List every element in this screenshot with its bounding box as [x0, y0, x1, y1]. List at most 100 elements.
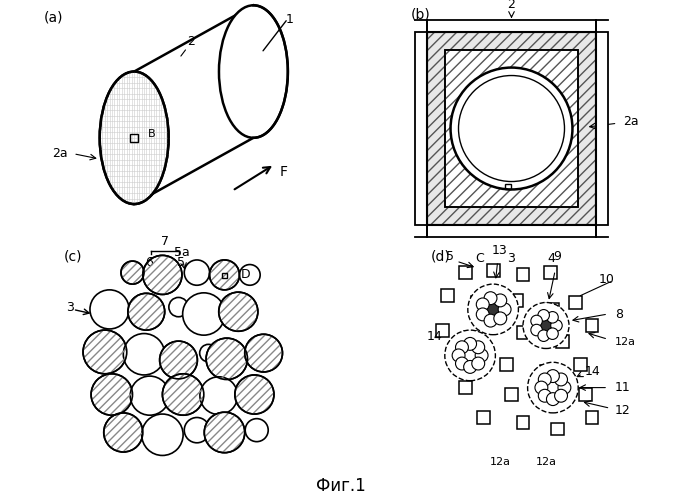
Bar	[427, 32, 596, 225]
Text: D: D	[241, 268, 250, 281]
Circle shape	[452, 349, 465, 362]
Circle shape	[183, 293, 225, 335]
Circle shape	[245, 334, 282, 372]
Circle shape	[184, 418, 209, 443]
Text: 2: 2	[187, 35, 195, 48]
Bar	[556, 335, 569, 348]
Circle shape	[472, 341, 485, 353]
Circle shape	[475, 349, 488, 362]
Circle shape	[546, 392, 559, 406]
Text: 5: 5	[446, 250, 454, 263]
Circle shape	[162, 374, 204, 415]
Bar	[569, 296, 582, 309]
Circle shape	[551, 320, 562, 331]
Bar	[539, 365, 552, 378]
Text: 14: 14	[427, 330, 443, 344]
Bar	[546, 395, 559, 408]
Bar	[505, 388, 518, 401]
Circle shape	[200, 377, 237, 414]
Text: 7: 7	[161, 236, 168, 248]
Circle shape	[128, 294, 165, 330]
Text: 12a: 12a	[615, 336, 636, 346]
Circle shape	[121, 261, 144, 284]
Text: B: B	[147, 129, 155, 139]
Bar	[546, 303, 559, 316]
Circle shape	[540, 320, 552, 331]
Circle shape	[235, 375, 274, 414]
Bar	[415, 32, 427, 225]
Bar	[487, 264, 499, 276]
Circle shape	[484, 314, 497, 327]
Text: Фиг.1: Фиг.1	[316, 477, 366, 495]
Circle shape	[535, 381, 548, 394]
Bar	[459, 266, 472, 279]
Circle shape	[476, 308, 489, 321]
Bar	[427, 225, 596, 237]
Text: 13: 13	[492, 244, 508, 256]
Text: 2a: 2a	[623, 116, 638, 128]
Bar	[586, 319, 598, 332]
Bar	[578, 388, 591, 401]
Circle shape	[160, 341, 197, 379]
Circle shape	[523, 302, 569, 348]
Text: (c): (c)	[63, 250, 82, 264]
Circle shape	[528, 362, 578, 413]
Circle shape	[498, 303, 511, 316]
Text: 11: 11	[615, 381, 631, 394]
Text: 4: 4	[548, 252, 555, 265]
Circle shape	[219, 292, 258, 332]
Circle shape	[206, 338, 248, 380]
Bar	[516, 326, 529, 339]
Bar	[509, 294, 522, 306]
Text: 2: 2	[507, 0, 516, 10]
Bar	[477, 411, 490, 424]
Circle shape	[456, 357, 469, 370]
Circle shape	[538, 330, 550, 342]
Bar	[516, 268, 529, 281]
Bar	[427, 32, 596, 225]
Text: 12a: 12a	[490, 456, 511, 466]
Text: 10: 10	[599, 273, 615, 286]
Circle shape	[90, 290, 129, 329]
Circle shape	[538, 390, 551, 402]
Text: (b): (b)	[411, 8, 430, 22]
Circle shape	[538, 373, 551, 386]
Circle shape	[445, 330, 495, 380]
Text: C: C	[475, 252, 484, 265]
Circle shape	[200, 344, 217, 362]
Circle shape	[246, 418, 268, 442]
Circle shape	[456, 341, 469, 353]
Circle shape	[209, 260, 239, 290]
Text: 6: 6	[145, 256, 153, 270]
Bar	[130, 134, 138, 142]
Text: 5: 5	[177, 256, 185, 270]
Bar	[516, 416, 529, 428]
Circle shape	[558, 381, 571, 394]
Text: 14: 14	[585, 365, 601, 378]
Circle shape	[547, 312, 559, 323]
Circle shape	[130, 376, 169, 415]
Circle shape	[494, 312, 507, 325]
Text: 1: 1	[285, 13, 293, 26]
Bar	[544, 266, 557, 279]
Circle shape	[468, 284, 518, 335]
Bar	[427, 32, 596, 225]
Circle shape	[239, 264, 260, 285]
Circle shape	[494, 294, 507, 307]
Text: 3: 3	[65, 300, 74, 314]
Bar	[445, 50, 578, 206]
Circle shape	[142, 414, 183, 456]
Bar	[551, 422, 564, 436]
Text: (a): (a)	[44, 10, 63, 24]
Bar	[574, 358, 587, 371]
Circle shape	[472, 357, 485, 370]
Text: 2a: 2a	[53, 147, 68, 160]
Circle shape	[184, 260, 209, 285]
Bar	[471, 296, 484, 309]
Circle shape	[451, 68, 572, 190]
Bar	[436, 324, 449, 336]
Text: 9: 9	[554, 250, 561, 264]
Text: F: F	[280, 165, 288, 180]
Ellipse shape	[219, 6, 288, 138]
Circle shape	[143, 256, 182, 294]
